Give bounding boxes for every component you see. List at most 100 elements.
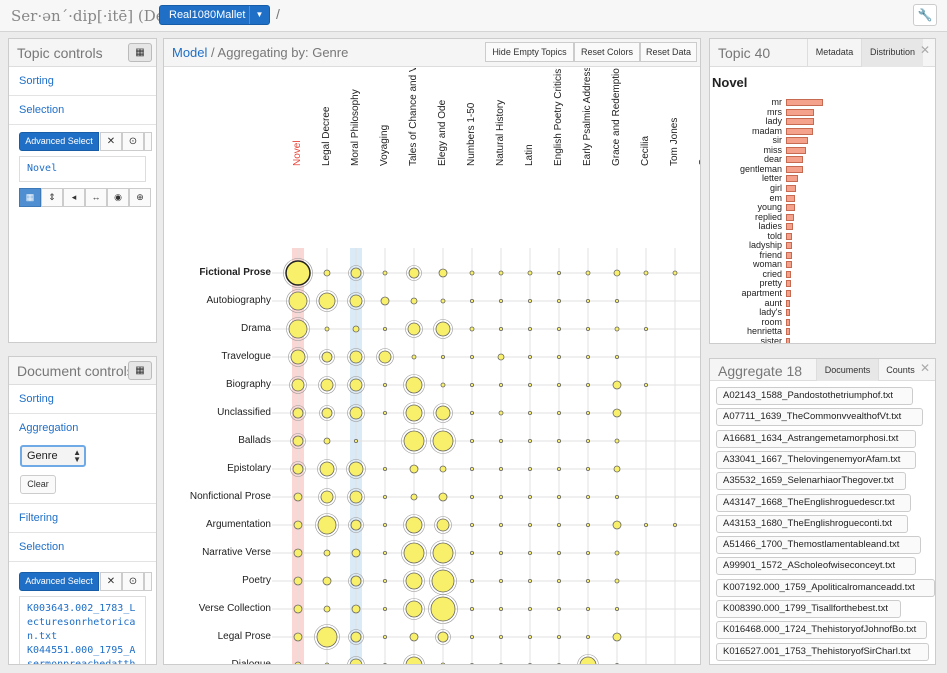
topic-genre-bubble[interactable] xyxy=(438,492,448,502)
topic-genre-bubble[interactable] xyxy=(585,326,590,331)
word-bar[interactable] xyxy=(786,251,792,259)
topic-genre-bubble[interactable] xyxy=(469,578,474,583)
topic-genre-bubble[interactable] xyxy=(585,550,590,555)
topic-genre-bubble[interactable] xyxy=(672,522,677,527)
topic-genre-bubble[interactable] xyxy=(469,466,474,471)
word-bar[interactable] xyxy=(786,204,795,212)
close-icon[interactable]: ✕ xyxy=(919,361,930,375)
topic-genre-bubble[interactable] xyxy=(469,438,474,443)
topic-genre-bubble[interactable] xyxy=(435,405,451,421)
topic-genre-bubble[interactable] xyxy=(316,626,338,648)
genre-row-label[interactable]: Verse Collection xyxy=(198,603,271,614)
word-bar[interactable] xyxy=(786,337,790,343)
topic-genre-bubble[interactable] xyxy=(294,661,302,665)
topic-column-label[interactable]: Tales of Chance and Virtue xyxy=(408,68,419,166)
topic-genre-bubble[interactable] xyxy=(556,466,561,471)
document-item[interactable]: A99901_1572_AScholeofwiseconceyt.txt xyxy=(716,557,916,576)
topic-genre-bubble[interactable] xyxy=(349,406,363,420)
topic-genre-bubble[interactable] xyxy=(322,576,332,586)
word-bar[interactable] xyxy=(786,108,814,116)
topic-genre-bubble[interactable] xyxy=(410,297,418,305)
topic-genre-bubble[interactable] xyxy=(585,607,590,612)
topic-genre-bubble[interactable] xyxy=(498,326,503,331)
topic-genre-bubble[interactable] xyxy=(430,596,456,622)
genre-row-label[interactable]: Travelogue xyxy=(221,351,271,362)
word-bar[interactable] xyxy=(786,156,803,164)
topic-column-label[interactable]: Grace and Redemption xyxy=(611,68,622,166)
topic-genre-bubble[interactable] xyxy=(469,410,474,415)
document-item[interactable]: K007192.000_1759_Apoliticalromanceadd.tx… xyxy=(716,578,935,597)
topic-genre-bubble[interactable] xyxy=(438,268,448,278)
topic-genre-bubble[interactable] xyxy=(498,522,503,527)
reset-data-button[interactable]: Reset Data xyxy=(640,42,697,62)
genre-row-label[interactable]: Epistolary xyxy=(227,463,271,474)
document-item[interactable]: K008390.000_1799_Tisallforthebest.txt xyxy=(716,600,901,618)
zoom-icon[interactable]: ⊕ xyxy=(129,188,151,207)
document-item[interactable]: A33041_1667_ThelovingenemyorAfam.txt xyxy=(716,450,916,469)
topic-genre-bubble[interactable] xyxy=(349,490,363,504)
topic-genre-bubble[interactable] xyxy=(585,298,590,303)
topic-genre-bubble[interactable] xyxy=(382,466,387,471)
topic-genre-bubble[interactable] xyxy=(321,407,333,419)
topic-genre-bubble[interactable] xyxy=(292,463,304,475)
document-selection-link[interactable]: Selection xyxy=(9,533,156,562)
grid-icon[interactable]: ▦ xyxy=(128,43,152,62)
hide-empty-topics-button[interactable]: Hide Empty Topics xyxy=(485,42,574,62)
topic-genre-bubble[interactable] xyxy=(612,632,622,642)
word-bar[interactable] xyxy=(786,242,792,250)
topic-genre-bubble[interactable] xyxy=(556,298,561,303)
grid-icon[interactable]: ▦ xyxy=(19,188,41,207)
more-icon[interactable] xyxy=(144,132,152,151)
topic-genre-bubble[interactable] xyxy=(292,407,304,419)
topic-genre-bubble[interactable] xyxy=(585,578,590,583)
document-item[interactable]: A07711_1639_TheCommonvvealthofVt.txt xyxy=(716,408,923,427)
topic-genre-bubble[interactable] xyxy=(556,578,561,583)
topic-column-label[interactable]: Legal Decree xyxy=(321,106,332,166)
topic-genre-bubble[interactable] xyxy=(469,522,474,527)
topic-genre-bubble[interactable] xyxy=(351,604,361,614)
word-bar[interactable] xyxy=(786,290,791,297)
sort-icon[interactable]: ⇕ xyxy=(41,188,63,207)
word-bar[interactable] xyxy=(786,280,791,288)
word-bar[interactable] xyxy=(786,213,794,221)
topic-genre-bubble[interactable] xyxy=(614,354,619,359)
topic-genre-bubble[interactable] xyxy=(585,522,590,527)
model-selector-button[interactable]: Real1080Mallet ▼ xyxy=(159,5,270,25)
topic-genre-bubble[interactable] xyxy=(408,267,420,279)
topic-genre-bubble[interactable] xyxy=(527,550,532,555)
topic-genre-bubble[interactable] xyxy=(497,353,505,361)
topic-genre-bubble[interactable] xyxy=(382,382,387,387)
topic-genre-bubble[interactable] xyxy=(614,298,619,303)
target-icon[interactable]: ⊙ xyxy=(122,132,144,151)
topic-genre-bubble[interactable] xyxy=(672,270,678,276)
topic-sorting-link[interactable]: Sorting xyxy=(9,67,156,96)
topic-genre-bubble[interactable] xyxy=(349,378,363,392)
topic-genre-bubble[interactable] xyxy=(319,461,335,477)
document-item[interactable]: A51466_1700_Themostlamentableand.txt xyxy=(716,536,921,555)
topic-genre-bubble[interactable] xyxy=(382,635,387,640)
genre-row-label[interactable]: Argumentation xyxy=(205,519,271,530)
close-icon[interactable]: ✕ xyxy=(100,572,122,591)
genre-row-label[interactable]: Dialogue xyxy=(231,659,271,665)
topic-genre-bubble[interactable] xyxy=(470,663,474,665)
topic-genre-bubble[interactable] xyxy=(351,548,361,558)
word-bar[interactable] xyxy=(786,261,792,269)
topic-genre-bubble[interactable] xyxy=(498,635,503,640)
topic-genre-bubble[interactable] xyxy=(499,663,503,665)
topic-genre-bubble[interactable] xyxy=(469,550,474,555)
topic-genre-bubble[interactable] xyxy=(585,270,591,276)
topic-genre-bubble[interactable] xyxy=(527,354,532,359)
close-icon[interactable]: ✕ xyxy=(919,43,930,57)
document-item[interactable]: A35532_1659_SelenarhiaorThegover.txt xyxy=(716,472,906,491)
genre-row-label[interactable]: Narrative Verse xyxy=(202,547,271,558)
aggregation-link[interactable]: Aggregation xyxy=(19,422,79,434)
topic-genre-bubble[interactable] xyxy=(498,410,504,416)
topic-genre-bubble[interactable] xyxy=(290,349,306,365)
chevron-left-icon[interactable]: ◂ xyxy=(63,188,85,207)
topic-column-label[interactable]: Elegy and Ode xyxy=(437,99,448,166)
topic-column-label[interactable]: Latin xyxy=(524,144,535,166)
caret-down-icon[interactable]: ▼ xyxy=(249,6,269,24)
topic-genre-bubble[interactable] xyxy=(498,607,503,612)
topic-genre-bubble[interactable] xyxy=(643,326,648,331)
tab-distribution[interactable]: Distribution xyxy=(861,39,923,67)
